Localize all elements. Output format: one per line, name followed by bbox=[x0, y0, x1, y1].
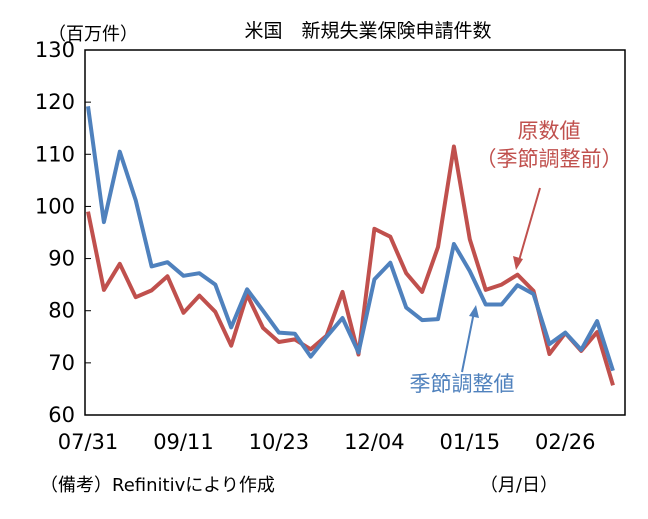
series-line-original bbox=[86, 144, 615, 386]
y-tick-label: 80 bbox=[48, 299, 75, 323]
y-unit-label: （百万件） bbox=[48, 24, 138, 45]
x-tick-label: 07/31 bbox=[58, 430, 119, 454]
annotation-seasonal: 季節調整値 bbox=[410, 372, 515, 396]
x-tick-label: 02/26 bbox=[535, 430, 596, 454]
y-tick-label: 110 bbox=[35, 142, 75, 166]
plot-area-frame bbox=[84, 49, 626, 416]
x-tick-label: 09/11 bbox=[153, 430, 214, 454]
y-axis: 60 70 80 90 100 110 120 130 bbox=[35, 38, 91, 427]
annotation-original-line2: （季節調整前） bbox=[476, 147, 623, 171]
y-tick-label: 70 bbox=[48, 351, 75, 375]
y-tick-label: 60 bbox=[48, 403, 75, 427]
y-tick-label: 130 bbox=[35, 38, 75, 62]
y-tick-label: 120 bbox=[35, 90, 75, 114]
source-note: （備考）Refinitivにより作成 bbox=[40, 475, 275, 496]
x-tick-label: 01/15 bbox=[440, 430, 501, 454]
x-axis: 07/31 09/11 10/23 12/04 01/15 02/26 bbox=[58, 430, 596, 454]
arrow-seasonal bbox=[461, 305, 479, 373]
annotation-original-line1: 原数値 bbox=[518, 119, 581, 143]
arrow-original bbox=[513, 187, 541, 270]
x-unit-label: （月/日） bbox=[480, 475, 558, 496]
x-tick-label: 10/23 bbox=[249, 430, 310, 454]
series-lines bbox=[86, 106, 615, 386]
x-tick-label: 12/04 bbox=[344, 430, 405, 454]
chart-title: 米国 新規失業保険申請件数 bbox=[244, 20, 491, 42]
series-line-seasonally-adjusted bbox=[86, 106, 615, 372]
y-tick-label: 100 bbox=[35, 194, 75, 218]
y-tick-label: 90 bbox=[48, 247, 75, 271]
